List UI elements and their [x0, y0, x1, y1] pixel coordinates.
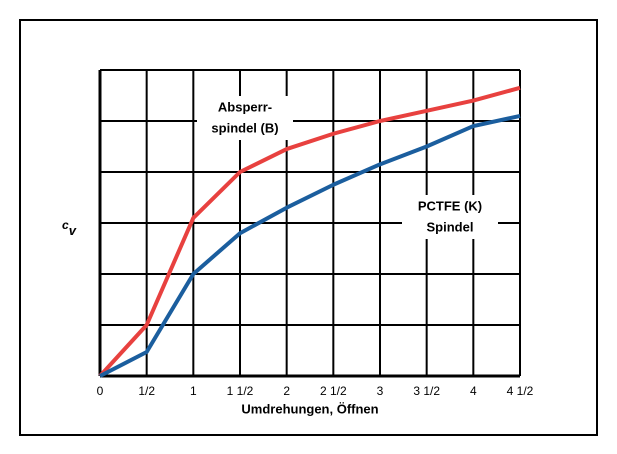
x-tick-label: 2 — [283, 384, 290, 398]
y-label-sub: v — [69, 223, 77, 238]
series-line — [99, 113, 521, 378]
x-tick-label: 1 1/2 — [227, 384, 254, 398]
series-line — [98, 85, 521, 378]
labels: 0 1/2 1 1 1/2 2 2 1/2 3 3 1/2 4 4 1/2 Absperr-spin… — [97, 96, 534, 398]
x-tick-label: 0 — [97, 384, 104, 398]
x-tick-label: 2 1/2 — [320, 384, 347, 398]
x-tick-label: 4 — [470, 384, 477, 398]
x-tick-label: 3 1/2 — [413, 384, 440, 398]
x-axis-label: Umdrehungen, Öffnen — [241, 401, 378, 416]
x-tick-label: 1 — [190, 384, 197, 398]
annotation: spindel (B) — [211, 120, 278, 135]
annotation: PCTFE (K) — [418, 198, 482, 213]
annotation: Spindel — [427, 219, 474, 234]
annotation-bg — [197, 96, 293, 140]
annotation-bg — [402, 195, 498, 239]
annotation: Absperr- — [218, 99, 272, 114]
x-tick-label: 1/2 — [138, 384, 155, 398]
lines — [98, 85, 521, 378]
x-tick-label: 3 — [377, 384, 384, 398]
y-axis-label: cv — [62, 218, 77, 238]
x-tick-label: 4 1/2 — [507, 384, 534, 398]
y-label-main: c — [62, 218, 69, 232]
